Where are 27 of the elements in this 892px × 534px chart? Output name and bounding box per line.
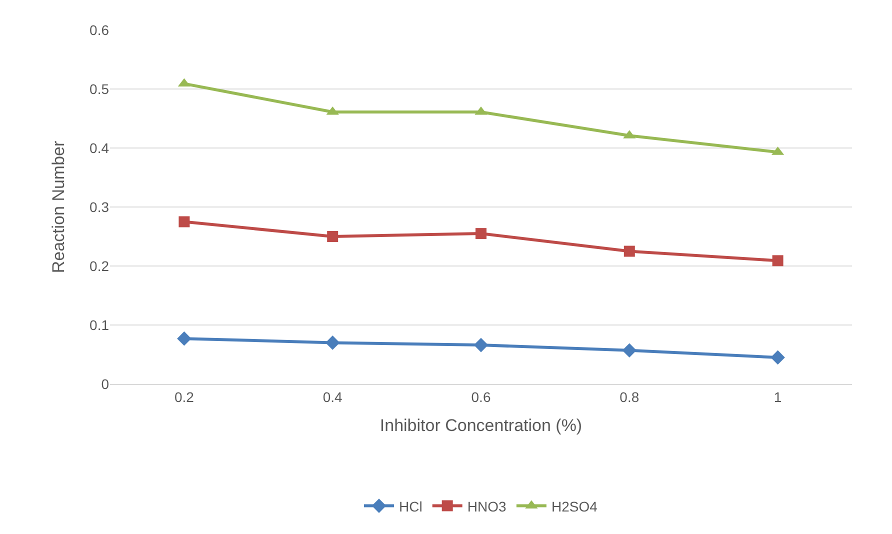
y-tick-label: 0 [101,376,110,392]
x-axis-title: Inhibitor Concentration (%) [380,416,582,436]
x-tick-label: 1 [774,388,782,405]
x-tick-label: 0.4 [322,388,343,405]
y-tick-label: 0.4 [90,140,110,156]
y-tick-label: 0.1 [90,316,110,333]
y-tick-label: 0.2 [90,258,110,274]
x-tick-label: 0.2 [174,388,194,405]
y-axis-title: Reaction Number [49,140,68,274]
point [325,336,340,350]
x-tick-label: 0.8 [620,388,640,405]
point [476,228,486,240]
legend-label: HNO3 [467,498,506,514]
legend-label: H2SO4 [551,498,598,514]
x-tick-label: 0.6 [471,388,491,405]
legend-label: HCl [399,498,422,514]
point [772,255,784,266]
point [622,343,637,358]
point [624,246,635,257]
point [770,350,785,365]
y-tick-label: 0.6 [90,22,110,38]
point [327,231,338,242]
point [474,338,488,352]
point [178,216,190,228]
y-tick-label: 0.5 [90,80,110,97]
y-tick-label: 0.3 [90,198,110,215]
point [177,331,192,346]
